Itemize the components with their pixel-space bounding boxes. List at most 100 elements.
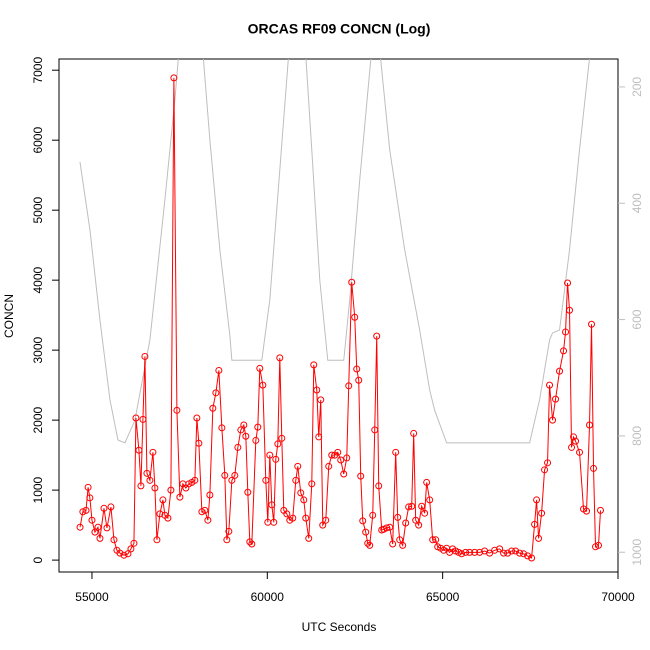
- data-point: [135, 446, 143, 454]
- data-point: [259, 381, 267, 389]
- data-point: [432, 536, 440, 544]
- data-point: [371, 426, 379, 434]
- data-point: [94, 523, 102, 531]
- data-point: [146, 476, 154, 484]
- plot-frame: [58, 58, 619, 573]
- data-point: [562, 328, 570, 336]
- y-tick-label: 6000: [31, 127, 45, 154]
- x-tick-label: 55000: [75, 590, 109, 604]
- data-point: [373, 332, 381, 340]
- data-point: [364, 539, 372, 547]
- data-point: [292, 476, 300, 484]
- data-point: [302, 514, 310, 522]
- data-point: [246, 538, 254, 546]
- data-point: [415, 521, 423, 529]
- data-point: [353, 365, 361, 373]
- data-point: [512, 547, 520, 555]
- plot-area: [76, 59, 605, 562]
- data-point: [564, 279, 572, 287]
- y2-tick-label: 800: [630, 426, 644, 446]
- data-point: [96, 534, 104, 542]
- y2-tick-label: 400: [630, 193, 644, 213]
- data-point: [297, 489, 305, 497]
- data-point: [586, 421, 594, 429]
- data-point: [283, 510, 291, 518]
- data-point: [423, 478, 431, 486]
- y-tick-label: 2000: [31, 406, 45, 433]
- data-point: [132, 414, 140, 422]
- data-point: [549, 416, 557, 424]
- data-point: [244, 488, 252, 496]
- x-axis-label: UTC Seconds: [302, 620, 377, 634]
- data-point: [355, 376, 363, 384]
- y-tick-label: 3000: [31, 336, 45, 363]
- data-point: [84, 483, 92, 491]
- data-point: [362, 528, 370, 536]
- data-point: [300, 496, 308, 504]
- data-point: [348, 278, 356, 286]
- data-point: [528, 554, 536, 562]
- data-point: [508, 547, 516, 555]
- data-point: [164, 514, 172, 522]
- series-line: [79, 59, 590, 444]
- data-point: [325, 462, 333, 470]
- data-point: [256, 364, 264, 372]
- data-point: [139, 415, 147, 423]
- data-point: [520, 550, 528, 558]
- data-point: [516, 549, 524, 557]
- data-point: [386, 523, 394, 531]
- data-point: [383, 524, 391, 532]
- y-tick-label: 1000: [31, 476, 45, 503]
- data-point: [266, 451, 274, 459]
- data-point: [262, 476, 270, 484]
- data-point: [317, 396, 325, 404]
- data-point: [204, 516, 212, 524]
- data-point: [221, 471, 229, 479]
- data-point: [225, 527, 233, 535]
- data-point: [334, 448, 342, 456]
- data-point: [394, 513, 402, 521]
- data-point: [110, 536, 118, 544]
- data-point: [209, 404, 217, 412]
- data-point: [408, 502, 416, 510]
- data-point: [116, 549, 124, 557]
- data-point: [504, 549, 512, 557]
- data-point: [86, 494, 94, 502]
- data-point: [91, 528, 99, 536]
- data-point: [496, 545, 504, 553]
- data-point: [215, 366, 223, 374]
- data-point: [583, 507, 591, 515]
- data-point: [556, 367, 564, 375]
- data-point: [533, 496, 541, 504]
- data-point: [535, 534, 543, 542]
- data-point: [206, 491, 214, 499]
- x-tick-label: 70000: [601, 590, 635, 604]
- data-point: [201, 506, 209, 514]
- data-point: [552, 395, 560, 403]
- data-point: [500, 549, 508, 557]
- data-point: [176, 493, 184, 501]
- data-point: [345, 382, 353, 390]
- data-point: [421, 509, 429, 517]
- series-line: [79, 77, 602, 559]
- data-point: [170, 74, 178, 82]
- y-tick-label: 7000: [31, 57, 45, 84]
- data-point: [310, 361, 318, 369]
- data-point: [351, 313, 359, 321]
- data-point: [305, 534, 313, 542]
- x-tick-label: 65000: [426, 590, 460, 604]
- data-point: [412, 516, 420, 524]
- y2-tick-label: 200: [630, 77, 644, 97]
- y-axis-label: CONCN: [2, 294, 16, 338]
- data-point: [127, 545, 135, 553]
- data-point: [462, 548, 470, 556]
- data-point: [223, 536, 231, 544]
- data-point: [405, 503, 413, 511]
- data-point: [476, 548, 484, 556]
- y2-tick-label: 1000: [630, 539, 644, 566]
- data-point: [308, 480, 316, 488]
- data-point: [392, 448, 400, 456]
- data-point: [272, 455, 280, 463]
- data-point: [524, 552, 532, 560]
- data-point: [340, 470, 348, 478]
